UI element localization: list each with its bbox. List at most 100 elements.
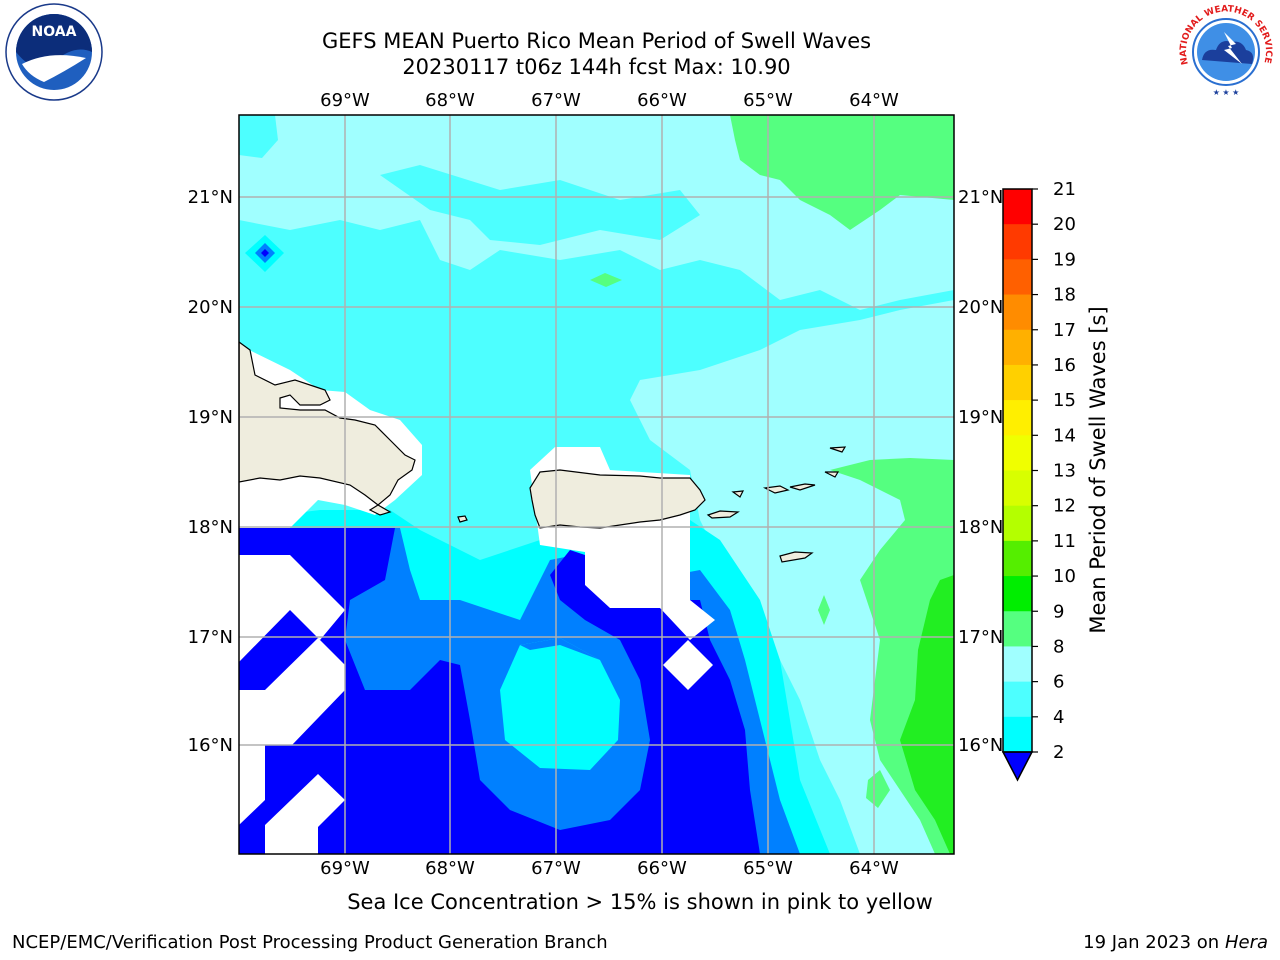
band-11-12-east	[900, 575, 954, 854]
latitude-label: 21°N	[188, 187, 233, 208]
longitude-label: 69°W	[320, 90, 370, 111]
colorbar-tick-label: 12	[1053, 496, 1076, 517]
islet-2	[706, 510, 740, 519]
colorbar-tick-label: 6	[1053, 672, 1064, 693]
band-4-6-ring	[520, 638, 600, 660]
band-6-8-core	[500, 638, 620, 770]
stars-icon: ★ ★ ★	[1213, 88, 1240, 97]
white-zone-sw3	[239, 745, 265, 825]
colorbar-tick-label: 11	[1053, 531, 1076, 552]
nws-logo-icon: NATIONAL WEATHER SERVICE ★ ★ ★	[1179, 4, 1273, 99]
colorbar-tick-label: 9	[1053, 601, 1064, 622]
colorbar-segment	[1003, 540, 1032, 577]
colorbar-tick-label: 18	[1053, 285, 1076, 306]
islet-3	[731, 490, 745, 498]
longitude-label: 68°W	[425, 90, 475, 111]
longitude-labels-bottom: 69°W 68°W 67°W 66°W 65°W 64°W	[320, 858, 899, 879]
band-10-11-northeast	[730, 115, 954, 230]
colorbar-segment	[1003, 329, 1032, 366]
footer-machine: Hera	[1224, 932, 1268, 953]
footer-date: 19 Jan 2023 on Hera	[1083, 932, 1268, 953]
band-10-11-patch	[590, 273, 622, 287]
colorbar-segment	[1003, 294, 1032, 331]
latitude-label: 17°N	[188, 627, 233, 648]
colorbar-segment	[1003, 364, 1032, 401]
band-10-11-patch2	[818, 595, 830, 625]
colorbar-tick-label: 10	[1053, 566, 1076, 587]
white-zone-south	[663, 640, 713, 690]
band-8-9-north-tongue	[380, 165, 700, 245]
white-zone-sw2	[239, 638, 345, 745]
longitude-label: 66°W	[637, 858, 687, 879]
longitude-label: 65°W	[743, 858, 793, 879]
white-zone-sw	[239, 555, 345, 662]
colorbar-tick-label: 19	[1053, 249, 1076, 270]
islet-1	[457, 515, 468, 523]
colorbar-tick-label: 16	[1053, 355, 1076, 376]
latitude-labels-left: 21°N 20°N 19°N 18°N 17°N 16°N	[188, 187, 233, 756]
longitude-label: 68°W	[425, 858, 475, 879]
colorbar-segment	[1003, 576, 1032, 612]
longitude-label: 67°W	[531, 858, 581, 879]
colorbar-tick-label: 20	[1053, 214, 1076, 235]
colorbar-segment	[1003, 400, 1032, 436]
colorbar-tick-label: 21	[1053, 179, 1076, 200]
noaa-logo-icon: NOAA	[5, 3, 103, 101]
map-frame	[238, 114, 955, 855]
latitude-label: 18°N	[958, 517, 1003, 538]
noaa-logo-text: NOAA	[32, 24, 77, 40]
longitude-label: 67°W	[531, 90, 581, 111]
islet-8	[824, 471, 840, 478]
islet-7	[829, 446, 847, 453]
colorbar: 21 20 19 18 17 16 15 14 13 12 11 10 9 8 6 4 2	[1001, 179, 1076, 782]
white-zone-sw4	[265, 774, 345, 854]
band-10-11-patch3	[866, 770, 890, 808]
colorbar-tick-label: 8	[1053, 636, 1064, 657]
colorbar-tick-label: 2	[1053, 742, 1064, 763]
islet-5	[789, 483, 816, 491]
latitude-label: 20°N	[188, 297, 233, 318]
band-2-4-spot	[261, 249, 269, 257]
latitude-labels-right: 21°N 20°N 19°N 18°N 17°N 16°N	[958, 187, 1003, 756]
sea-ice-caption: Sea Ice Concentration > 15% is shown in …	[347, 890, 933, 914]
colorbar-segment	[1003, 681, 1032, 718]
swell-period-field	[239, 115, 954, 854]
longitude-label: 64°W	[849, 90, 899, 111]
longitude-label: 69°W	[320, 858, 370, 879]
colorbar-segment	[1003, 470, 1032, 507]
graticule	[239, 115, 954, 854]
colorbar-tick-label: 14	[1053, 425, 1076, 446]
colorbar-tick-label: 13	[1053, 461, 1076, 482]
latitude-label: 16°N	[188, 735, 233, 756]
latitude-label: 19°N	[188, 407, 233, 428]
colorbar-segment	[1003, 716, 1032, 753]
band-2-4-south	[239, 528, 760, 854]
latitude-label: 19°N	[958, 407, 1003, 428]
colorbar-tick-label: 15	[1053, 390, 1076, 411]
colorbar-under-triangle	[1001, 751, 1034, 782]
islet-6	[779, 551, 814, 563]
colorbar-label: Mean Period of Swell Waves [s]	[1086, 306, 1110, 633]
latitude-label: 18°N	[188, 517, 233, 538]
hispaniola-land	[239, 341, 416, 516]
latitude-label: 17°N	[958, 627, 1003, 648]
longitude-label: 64°W	[849, 858, 899, 879]
colorbar-tick-label: 4	[1053, 707, 1064, 728]
colorbar-segment	[1003, 646, 1032, 683]
colorbar-segment	[1003, 435, 1032, 471]
chart-subtitle: 20230117 t06z 144h fcst Max: 10.90	[402, 55, 791, 79]
chart-title: GEFS MEAN Puerto Rico Mean Period of Swe…	[321, 29, 872, 53]
colorbar-tick-label: 17	[1053, 320, 1076, 341]
longitude-label: 66°W	[637, 90, 687, 111]
islet-4	[762, 485, 790, 494]
latitude-label: 21°N	[958, 187, 1003, 208]
longitude-labels-top: 69°W 68°W 67°W 66°W 65°W 64°W	[320, 90, 899, 111]
colorbar-segment	[1003, 611, 1032, 647]
footer-organization: NCEP/EMC/Verification Post Processing Pr…	[12, 932, 608, 953]
colorbar-segment	[1003, 189, 1032, 225]
colorbar-segment	[1003, 259, 1032, 296]
latitude-label: 16°N	[958, 735, 1003, 756]
colorbar-segment	[1003, 505, 1032, 542]
latitude-label: 20°N	[958, 297, 1003, 318]
